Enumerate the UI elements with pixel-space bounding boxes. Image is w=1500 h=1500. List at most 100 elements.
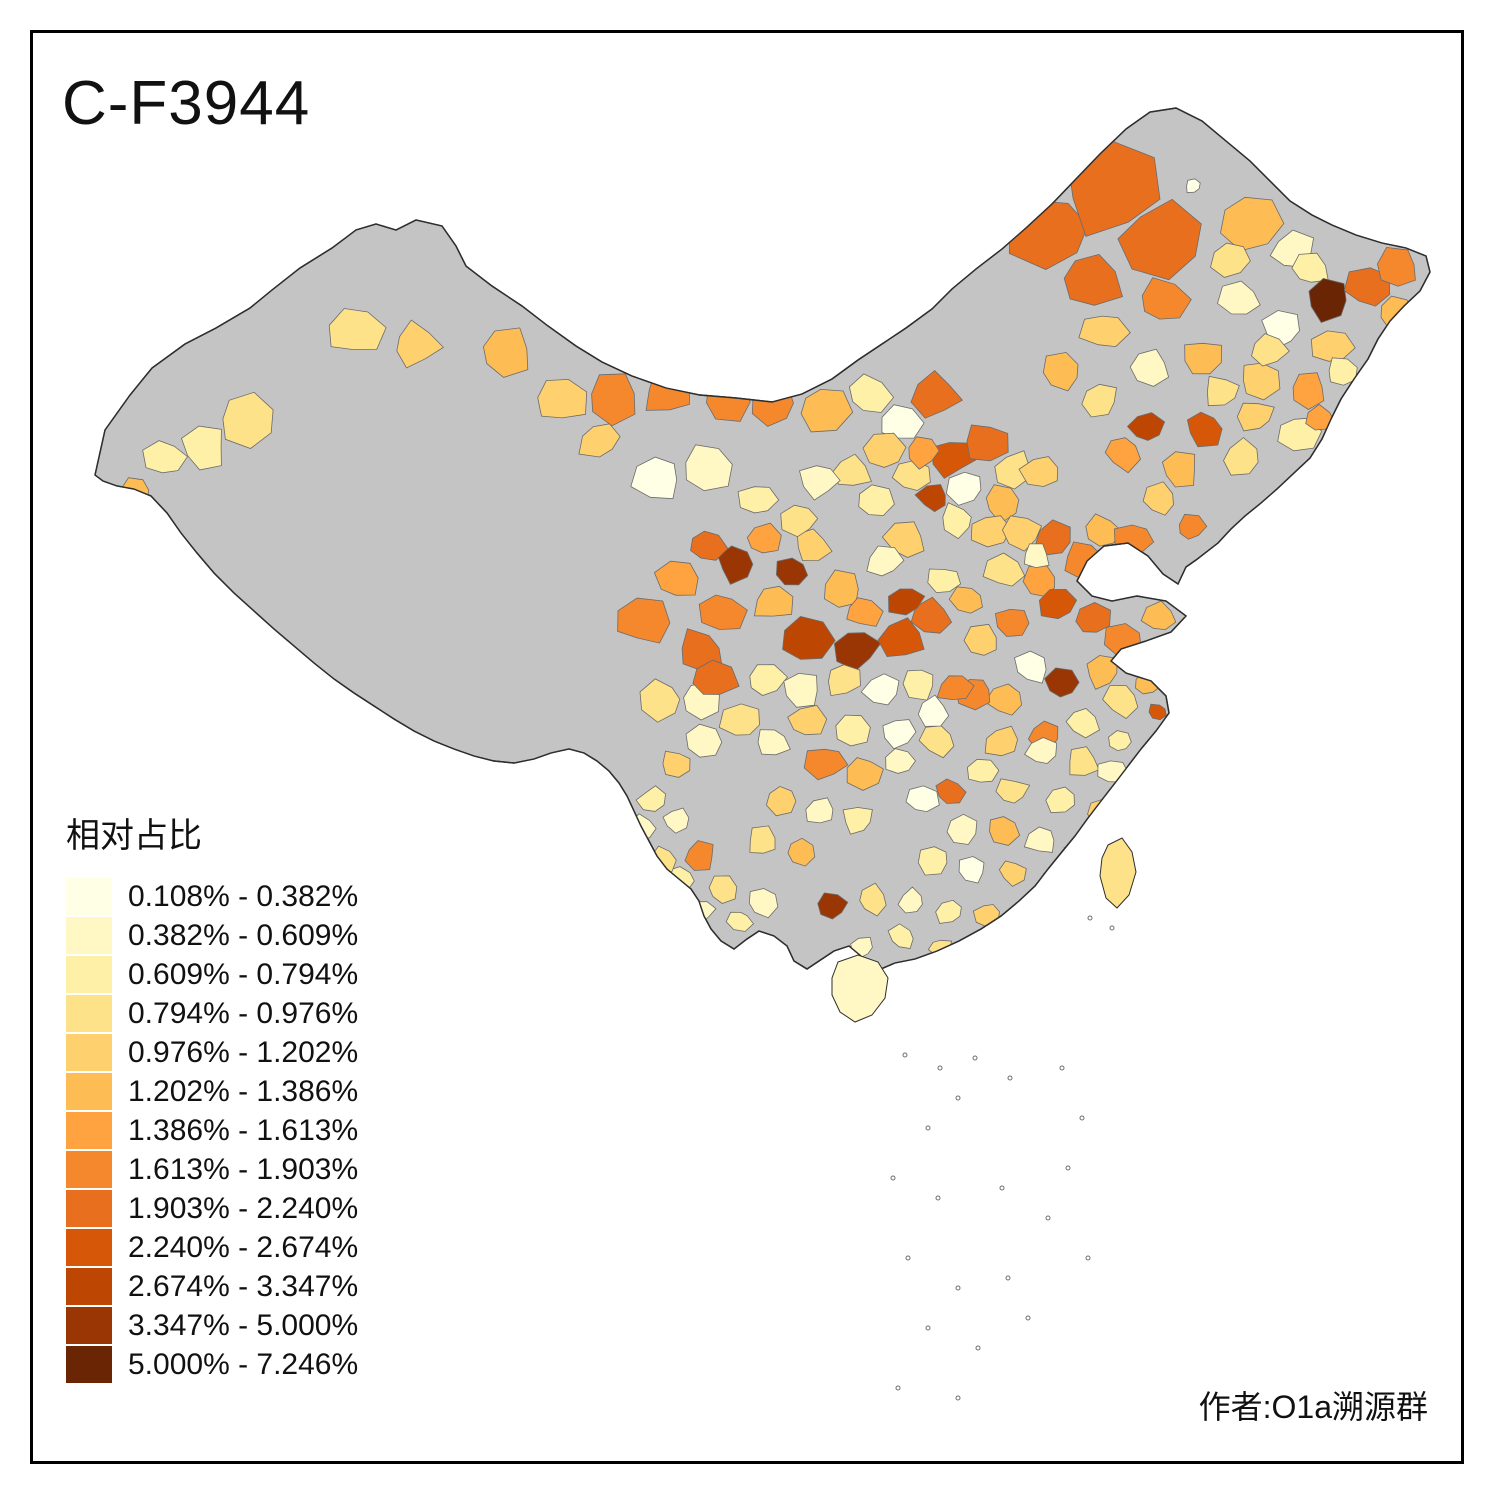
legend-label: 1.202% - 1.386%: [128, 1074, 359, 1108]
county-region: [1217, 280, 1261, 315]
county-region: [799, 465, 841, 501]
sea-island-mark: [935, 1195, 941, 1201]
county-region: [1001, 515, 1043, 552]
county-region: [692, 659, 740, 695]
county-region: [1126, 412, 1166, 441]
county-region: [591, 373, 636, 427]
county-region: [748, 888, 779, 919]
sea-island-mark: [972, 1055, 978, 1061]
county-region: [800, 388, 854, 433]
county-region: [787, 704, 828, 736]
county-region: [1045, 786, 1075, 814]
county-region: [805, 797, 834, 824]
county-region: [1044, 667, 1080, 698]
county-region: [888, 588, 926, 616]
county-region: [1292, 372, 1325, 410]
county-region: [690, 530, 729, 561]
county-region: [603, 834, 634, 857]
sea-island-mark: [937, 1065, 943, 1071]
county-region: [935, 778, 967, 804]
sea-island-mark: [1045, 1215, 1051, 1221]
sea-island-mark: [1007, 1075, 1013, 1081]
legend-row: 5.000% - 7.246%: [66, 1345, 358, 1384]
county-region: [885, 748, 917, 774]
county-region: [396, 319, 445, 369]
legend-swatch: [66, 1268, 112, 1305]
legend-row: 0.609% - 0.794%: [66, 955, 358, 994]
county-region: [1186, 178, 1201, 194]
sea-island-mark: [890, 1175, 896, 1181]
county-region: [1078, 315, 1131, 348]
legend-label: 0.108% - 0.382%: [128, 879, 359, 913]
county-region: [988, 935, 1012, 956]
county-region: [1184, 342, 1222, 375]
county-region: [1236, 402, 1275, 432]
county-region: [1081, 383, 1117, 418]
county-region: [1206, 375, 1240, 407]
county-region: [927, 568, 962, 594]
county-region: [1131, 640, 1171, 680]
county-region: [946, 813, 978, 845]
county-region: [860, 673, 900, 706]
county-region: [630, 456, 678, 500]
county-region: [1065, 708, 1100, 739]
county-region: [708, 875, 738, 904]
county-region: [653, 560, 699, 596]
county-region: [1310, 330, 1356, 362]
county-region: [796, 528, 833, 562]
legend-rows: 0.108% - 0.382% 0.382% - 0.609% 0.609% - 0…: [66, 877, 358, 1384]
county-region: [746, 522, 782, 554]
legend-swatch: [66, 1034, 112, 1071]
county-region: [537, 378, 588, 419]
legend-swatch: [66, 1229, 112, 1266]
county-region: [222, 391, 274, 449]
legend-swatch: [66, 1346, 112, 1383]
county-region: [910, 369, 964, 419]
county-region: [918, 725, 955, 759]
county-region: [1022, 565, 1055, 597]
legend-row: 0.382% - 0.609%: [66, 916, 358, 955]
county-region: [1024, 737, 1058, 764]
county-region: [1129, 348, 1170, 387]
sea-island-mark: [975, 1345, 981, 1351]
sea-island-mark: [905, 1255, 911, 1261]
legend-label: 0.794% - 0.976%: [128, 996, 359, 1030]
sea-island-mark: [1079, 1115, 1085, 1121]
county-region: [803, 748, 849, 781]
county-region: [1291, 252, 1329, 283]
sea-island-mark: [1005, 1275, 1011, 1281]
legend-row: 1.903% - 2.240%: [66, 1189, 358, 1228]
legend-swatch: [66, 1112, 112, 1149]
sea-island-mark: [1109, 925, 1115, 931]
county-region: [639, 678, 681, 723]
county-region: [917, 694, 950, 727]
county-region: [757, 729, 791, 756]
legend-row: 3.347% - 5.000%: [66, 1306, 358, 1345]
legend-label: 1.613% - 1.903%: [128, 1152, 359, 1186]
county-region: [662, 807, 690, 834]
county-region: [635, 785, 667, 812]
county-region: [998, 860, 1027, 887]
sea-island-mark: [1025, 1315, 1031, 1321]
sea-island-mark: [1059, 1065, 1065, 1071]
sea-island-mark: [925, 1325, 931, 1331]
county-region: [908, 436, 940, 470]
county-region: [1186, 411, 1223, 448]
county-region: [966, 424, 1009, 462]
county-region: [685, 444, 733, 492]
county-region: [1018, 456, 1059, 487]
legend-swatch: [66, 878, 112, 915]
county-region: [1376, 246, 1416, 287]
county-region: [482, 327, 529, 378]
county-region: [662, 750, 691, 778]
county-region: [935, 899, 962, 924]
county-region: [958, 856, 985, 884]
county-region: [1104, 437, 1141, 474]
county-region: [882, 719, 917, 750]
legend-swatch: [66, 956, 112, 993]
author-credit: 作者:O1a溯源群: [1198, 1389, 1428, 1425]
legend-row: 0.976% - 1.202%: [66, 1033, 358, 1072]
china-outline: [94, 107, 1431, 983]
legend-row: 2.240% - 2.674%: [66, 1228, 358, 1267]
county-region: [1108, 730, 1132, 752]
